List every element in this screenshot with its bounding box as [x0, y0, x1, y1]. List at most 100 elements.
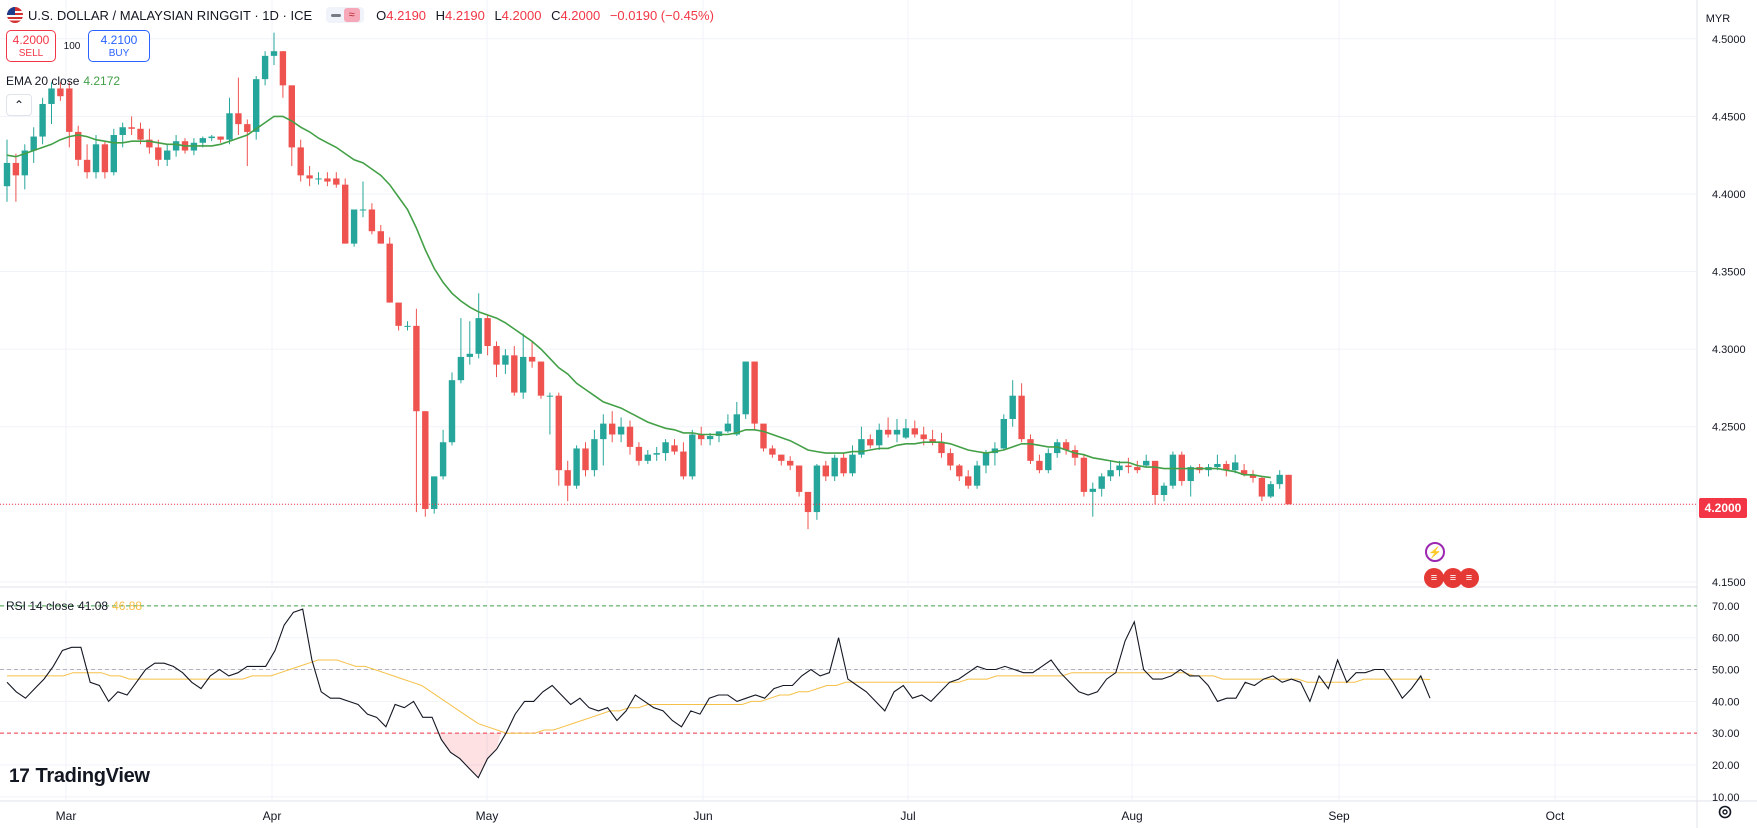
candle-body [849, 454, 856, 474]
candle-body [1187, 467, 1194, 482]
time-tick-label: Jun [693, 809, 712, 823]
candle-body [769, 448, 776, 455]
candle-body [884, 429, 892, 435]
candle-body [1240, 470, 1248, 475]
candle-body [573, 448, 580, 486]
candle-body [1151, 460, 1159, 495]
candle-body [1258, 477, 1266, 497]
candle-body [929, 439, 936, 443]
indicator-toggle-button[interactable]: ≈ [326, 7, 365, 23]
candle-body [119, 127, 126, 135]
change-value: −0.0190 (−0.45%) [609, 7, 714, 23]
tradingview-logo[interactable]: 17 TradingView [9, 765, 150, 788]
rsi-line [6, 608, 1431, 779]
candle-body [858, 439, 865, 455]
candle-body [1000, 418, 1007, 449]
open-label: O [376, 7, 387, 23]
candle-body [48, 88, 55, 104]
time-tick-label: Sep [1328, 809, 1350, 823]
candle-body [609, 423, 616, 435]
candle-body [128, 127, 135, 129]
candle-body [1267, 484, 1274, 497]
candle-body [466, 353, 473, 357]
candle-body [3, 162, 11, 187]
time-tick-label: May [476, 809, 499, 823]
candle-body [778, 454, 785, 461]
candle-body [591, 439, 598, 471]
candle-body [342, 184, 349, 244]
us-event-icon[interactable]: ≡ [1424, 568, 1444, 588]
candle-body [448, 380, 456, 443]
candle-body [1009, 395, 1016, 419]
candle-body [484, 318, 491, 347]
candle-body [164, 150, 171, 160]
candle-body [626, 426, 634, 447]
candle-body [1249, 474, 1257, 478]
minus-icon [330, 13, 341, 17]
price-tick-label: 4.4500 [1712, 111, 1746, 123]
candle-body [83, 159, 91, 173]
rsi-tick-label: 50.00 [1712, 665, 1740, 677]
candle-body [982, 453, 990, 466]
candle-body [1089, 488, 1096, 492]
rsi-ma-line [7, 659, 1431, 734]
price-tick-label: 4.4000 [1712, 189, 1746, 201]
candle-body [742, 361, 749, 415]
candle-body [1232, 462, 1239, 471]
candle-body [502, 355, 509, 365]
us-event-icon[interactable]: ≡ [1443, 568, 1463, 588]
candle-body [795, 465, 803, 492]
ema-legend[interactable]: EMA 20 close 4.2172 [6, 74, 120, 88]
candle-body [653, 453, 660, 455]
gear-icon[interactable] [1715, 802, 1735, 822]
trade-panel: 4.2000 SELL 100 4.2100 BUY [6, 30, 150, 62]
candle-body [1107, 470, 1114, 477]
rsi-tick-label: 20.00 [1712, 760, 1740, 772]
sell-label: SELL [18, 48, 44, 59]
currency-label[interactable]: MYR [1705, 13, 1731, 25]
ohlc-values: O4.2190 H4.2190 L4.2000 C4.2000 −0.0190 … [376, 8, 714, 23]
candle-body [555, 395, 562, 471]
candle-body [564, 470, 571, 486]
candle-body [279, 51, 287, 86]
open-value: 4.2190 [386, 7, 427, 23]
sell-button[interactable]: 4.2000 SELL [6, 30, 56, 62]
candle-body [546, 395, 554, 397]
candle-body [297, 147, 304, 176]
chart-header: U.S. DOLLAR / MALAYSIAN RINGGIT · 1D · I… [6, 5, 714, 25]
high-label: H [435, 7, 446, 23]
candle-body [787, 460, 794, 466]
symbol-title[interactable]: U.S. DOLLAR / MALAYSIAN RINGGIT · 1D · I… [28, 7, 313, 23]
candle-body [1027, 439, 1034, 461]
candle-body [413, 325, 420, 412]
candle-body [431, 476, 438, 509]
candle-body [244, 124, 251, 132]
close-value: 4.2000 [560, 7, 601, 23]
candle-body [439, 442, 447, 477]
high-value: 4.2190 [445, 7, 485, 23]
candle-body [92, 144, 100, 173]
rsi-tick-label: 10.00 [1712, 792, 1740, 804]
candle-body [270, 51, 278, 56]
lightning-event-icon[interactable]: ⚡ [1425, 542, 1445, 562]
candle-body [1125, 465, 1132, 468]
candle-body [893, 429, 901, 435]
rsi-legend[interactable]: RSI 14 close 41.08 46.88 [6, 599, 142, 613]
rsi-ma-value: 46.88 [112, 599, 143, 613]
candle-body [137, 128, 144, 140]
candle-body [333, 178, 340, 185]
collapse-legend-button[interactable]: ⌃ [6, 94, 32, 116]
us-flag-icon [6, 6, 24, 24]
candle-body [12, 162, 20, 176]
low-label: L [494, 7, 502, 23]
candle-body [1062, 442, 1070, 450]
us-event-icon[interactable]: ≡ [1459, 568, 1479, 588]
candle-body [377, 231, 384, 244]
candle-body [475, 318, 482, 354]
buy-button[interactable]: 4.2100 BUY [88, 30, 150, 62]
candle-body [315, 178, 322, 180]
candle-body [617, 426, 625, 435]
candle-body [66, 88, 73, 132]
candle-body [689, 434, 696, 477]
